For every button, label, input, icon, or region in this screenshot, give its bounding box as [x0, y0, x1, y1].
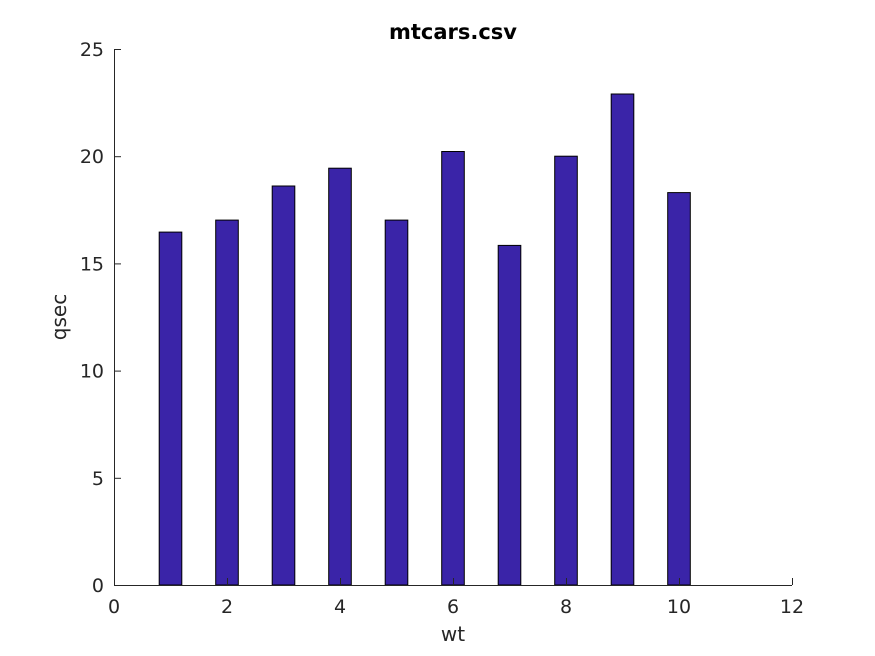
x-tick-label: 10 [667, 596, 691, 618]
bar-10 [667, 192, 691, 586]
y-axis-label: qsec [47, 294, 71, 340]
bar-7 [497, 244, 522, 586]
bar-5 [384, 219, 409, 586]
x-tick-label: 4 [334, 596, 346, 618]
axes-group [114, 49, 792, 586]
bar-2 [215, 219, 239, 586]
x-tick-label: 2 [221, 596, 233, 618]
x-tick-label: 8 [560, 596, 572, 618]
y-ticks: 0 5 10 15 20 25 [80, 39, 121, 597]
y-tick-label: 5 [92, 468, 104, 490]
y-tick-label: 15 [80, 253, 104, 275]
y-tick-label: 20 [80, 146, 104, 168]
bar-6 [441, 151, 465, 586]
x-tick-label: 0 [108, 596, 120, 618]
y-tick-label: 25 [80, 39, 104, 61]
bar-3 [271, 185, 296, 586]
chart-title: mtcars.csv [389, 20, 517, 44]
bar-4 [328, 167, 352, 586]
x-tick-label: 12 [780, 596, 804, 618]
bar-8 [554, 155, 578, 586]
y-tick-label: 0 [92, 575, 104, 597]
bar-9 [610, 93, 635, 586]
bars-group [158, 93, 691, 586]
y-tick-label: 10 [80, 361, 104, 383]
x-ticks: 0 2 4 6 8 10 12 [108, 578, 804, 618]
x-axis-label: wt [441, 622, 465, 646]
x-tick-label: 6 [447, 596, 459, 618]
bar-1 [158, 231, 183, 586]
